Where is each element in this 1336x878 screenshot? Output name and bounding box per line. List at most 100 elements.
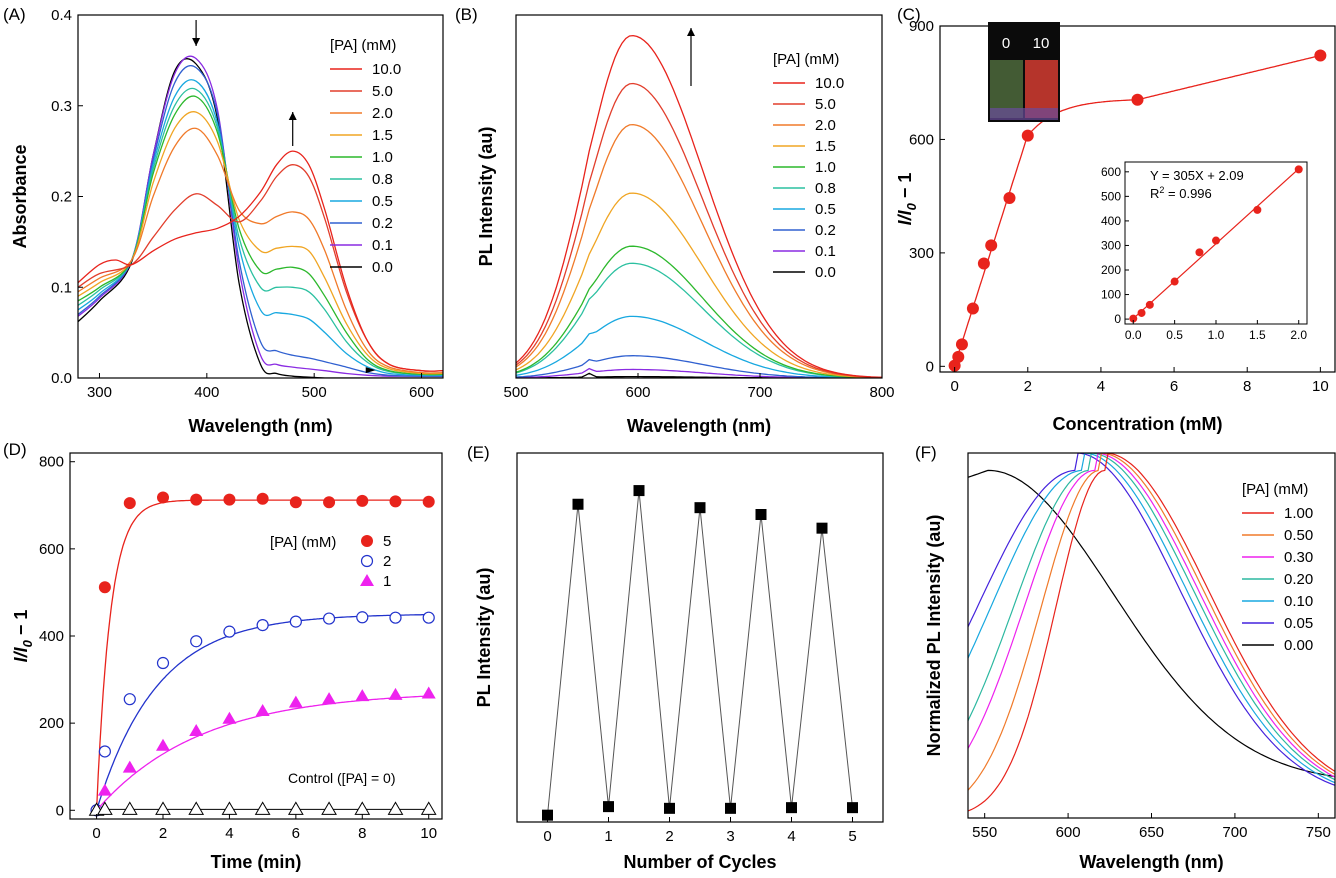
data-point (952, 350, 965, 363)
x-tick-label: 4 (225, 825, 233, 842)
data-point (816, 522, 828, 534)
data-point (97, 783, 112, 796)
x-axis-label: Number of Cycles (623, 852, 776, 872)
inset-data-point (1129, 314, 1138, 323)
series-line (516, 355, 882, 378)
data-point (985, 239, 998, 252)
y-tick-label: 300 (909, 245, 934, 262)
y-tick-label: 800 (39, 454, 64, 471)
y-tick-label: 0.4 (51, 7, 72, 24)
photo-label: 10 (1033, 35, 1050, 52)
series-line (516, 34, 882, 378)
x-tick-label: 4 (1097, 378, 1105, 395)
x-axis-label: Concentration (mM) (1053, 414, 1223, 434)
annotation: Control ([PA] = 0) (288, 770, 396, 786)
legend-label: 10.0 (372, 61, 401, 78)
x-tick-label: 800 (869, 384, 894, 401)
data-point (966, 302, 979, 315)
panel-label: (C) (897, 5, 921, 24)
legend-label: 0.30 (1284, 549, 1313, 566)
x-tick-label: 600 (625, 384, 650, 401)
y-axis-label: I/I0 − 1 (895, 173, 919, 226)
inset-x-tick-label: 1.0 (1208, 328, 1225, 342)
x-tick-label: 650 (1139, 824, 1164, 841)
data-point (389, 495, 402, 508)
panel-d: (D) 0 2 4 6 8 10 0 200 400 600 800 Time (min) I/I0 − … (3, 440, 443, 872)
x-tick-label: 400 (194, 384, 219, 401)
x-tick-label: 600 (409, 384, 434, 401)
data-point (1314, 49, 1327, 62)
panel-e: (E) 0 1 2 3 4 5 Number of Cycles PL Intensity (a… (467, 443, 884, 872)
data-point (603, 801, 614, 813)
x-tick-label: 2 (159, 825, 167, 842)
legend-label: 5.0 (372, 83, 393, 100)
y-tick-label: 0 (926, 358, 934, 375)
photo-label: 0 (1002, 35, 1010, 52)
data-point (122, 760, 137, 773)
data-point (847, 802, 858, 814)
x-tick-label: 700 (747, 384, 772, 401)
x-tick-label: 0 (92, 825, 100, 842)
legend-label: 2.0 (815, 117, 836, 134)
data-point (255, 703, 270, 716)
data-point (256, 492, 269, 505)
series-line (968, 453, 1335, 791)
series-line (968, 453, 1335, 781)
legend-title: [PA] (mM) (270, 534, 336, 551)
legend-label: 0.2 (372, 215, 393, 232)
data-point (121, 801, 138, 815)
series-line (78, 111, 443, 375)
legend-label: 5 (383, 533, 391, 550)
inset-x-tick-label: 2.0 (1290, 328, 1307, 342)
y-tick-label: 0.3 (51, 98, 72, 115)
y-axis-label: PL Intensity (au) (476, 127, 496, 267)
legend-label: 0.10 (1284, 593, 1313, 610)
series-line (78, 95, 443, 376)
data-point (97, 801, 113, 815)
x-tick-label: 300 (87, 384, 112, 401)
data-point (977, 257, 990, 270)
axes-frame (69, 452, 443, 820)
data-point (786, 802, 797, 814)
arrow-head (288, 112, 297, 120)
legend-label: 0.20 (1284, 571, 1313, 588)
y-tick-label: 0.1 (51, 279, 72, 296)
legend-label: 0.5 (815, 201, 836, 218)
inset-plot: 0.0 0.5 1.0 1.5 2.0 0 100 200 300 400 500 600 Y = 30… (1101, 161, 1308, 342)
legend-label: 5.0 (815, 96, 836, 113)
series-line (516, 192, 882, 378)
data-point (289, 615, 302, 628)
data-point (542, 809, 553, 821)
inset-data-point (1253, 205, 1262, 214)
panel-label: (A) (3, 5, 26, 24)
series-line (78, 87, 443, 376)
data-point (223, 625, 236, 638)
x-tick-label: 500 (302, 384, 327, 401)
legend-label: 0.2 (815, 222, 836, 239)
legend-label: 1.00 (1284, 505, 1313, 522)
axes-frame (516, 452, 884, 823)
data-point (98, 745, 111, 758)
data-point (572, 498, 584, 510)
data-point (254, 801, 271, 815)
series-line (78, 150, 443, 372)
plot-area (516, 34, 882, 378)
legend-label: 0.0 (815, 264, 836, 281)
data-point (190, 635, 203, 648)
data-point (156, 738, 170, 751)
legend-marker (360, 554, 374, 568)
data-point (421, 686, 436, 699)
series-line (968, 469, 1335, 778)
arrow-head (687, 28, 695, 36)
y-tick-label: 600 (39, 541, 64, 558)
legend-title: [PA] (mM) (773, 51, 839, 68)
data-point (323, 496, 336, 509)
data-point (222, 711, 237, 724)
data-point (157, 491, 169, 504)
data-point (98, 581, 111, 594)
inset-y-tick-label: 0 (1114, 312, 1121, 326)
legend-label: 2.0 (372, 105, 393, 122)
inset-y-tick-label: 200 (1101, 263, 1121, 277)
y-axis-label: PL Intensity (au) (474, 568, 494, 708)
x-tick-label: 8 (1243, 378, 1251, 395)
